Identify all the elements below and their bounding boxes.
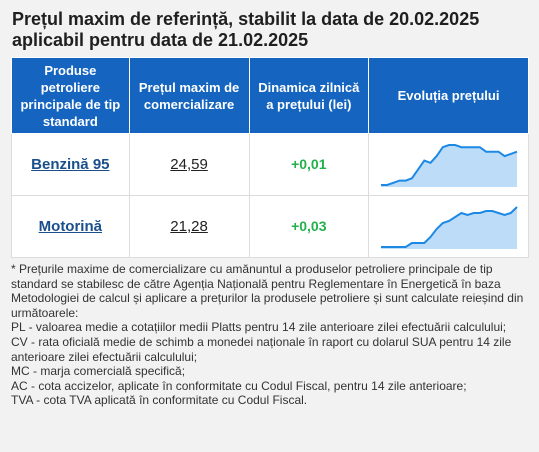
- footnote-pl: PL - valoarea medie a cotațiilor medii P…: [11, 320, 507, 335]
- sparkline-area: [380, 144, 517, 187]
- header-products: Produse petroliere principale de tip sta…: [11, 57, 130, 134]
- header-price-evolution: Evoluția prețului: [368, 57, 529, 134]
- table-row-benzina: Benzină 95 24,59 +0,01: [11, 133, 529, 196]
- price-value-motorina[interactable]: 21,28: [170, 218, 208, 235]
- sparkline-line: [380, 143, 517, 186]
- sparkline-line: [380, 205, 518, 248]
- product-cell: Motorină: [11, 195, 130, 258]
- footnote-tva: TVA - cota TVA aplicată în conformitate …: [11, 393, 308, 408]
- product-cell: Benzină 95: [11, 133, 130, 196]
- table-header-row: Produse petroliere principale de tip sta…: [11, 57, 529, 134]
- footnote-ac: AC - cota accizelor, aplicate în conform…: [11, 378, 467, 393]
- page-title: Prețul maxim de referință, stabilit la d…: [12, 9, 480, 50]
- trend-cell: [368, 195, 529, 258]
- price-cell: 24,59: [128, 133, 250, 196]
- product-link-benzina[interactable]: Benzină 95: [31, 156, 110, 173]
- footnotes: * Prețurile maxime de comercializare cu …: [11, 262, 531, 408]
- footnote-mc: MC - marja comercială specifică;: [11, 364, 186, 379]
- delta-cell: +0,01: [248, 133, 370, 196]
- price-table: Produse petroliere principale de tip sta…: [11, 57, 529, 258]
- sparkline-benzina: [380, 143, 517, 187]
- header-daily-dynamics: Dinamica zilnică a prețului (lei): [248, 57, 370, 134]
- header-max-price: Prețul maxim de comercializare: [128, 57, 250, 134]
- footnote-intro: * Prețurile maxime de comercializare cu …: [11, 262, 524, 320]
- delta-value-benzina: +0,01: [291, 156, 327, 172]
- trend-cell: [368, 133, 529, 196]
- footnote-cv: CV - rata oficială medie de schimb a mon…: [11, 334, 512, 364]
- price-value-benzina[interactable]: 24,59: [170, 156, 208, 173]
- delta-cell: +0,03: [248, 195, 370, 258]
- price-cell: 21,28: [128, 195, 250, 258]
- product-link-motorina[interactable]: Motorină: [38, 218, 102, 235]
- sparkline-area: [380, 206, 517, 249]
- sparkline-motorina: [380, 205, 518, 249]
- table-row-motorina: Motorină 21,28 +0,03: [11, 195, 529, 258]
- delta-value-motorina: +0,03: [291, 218, 327, 234]
